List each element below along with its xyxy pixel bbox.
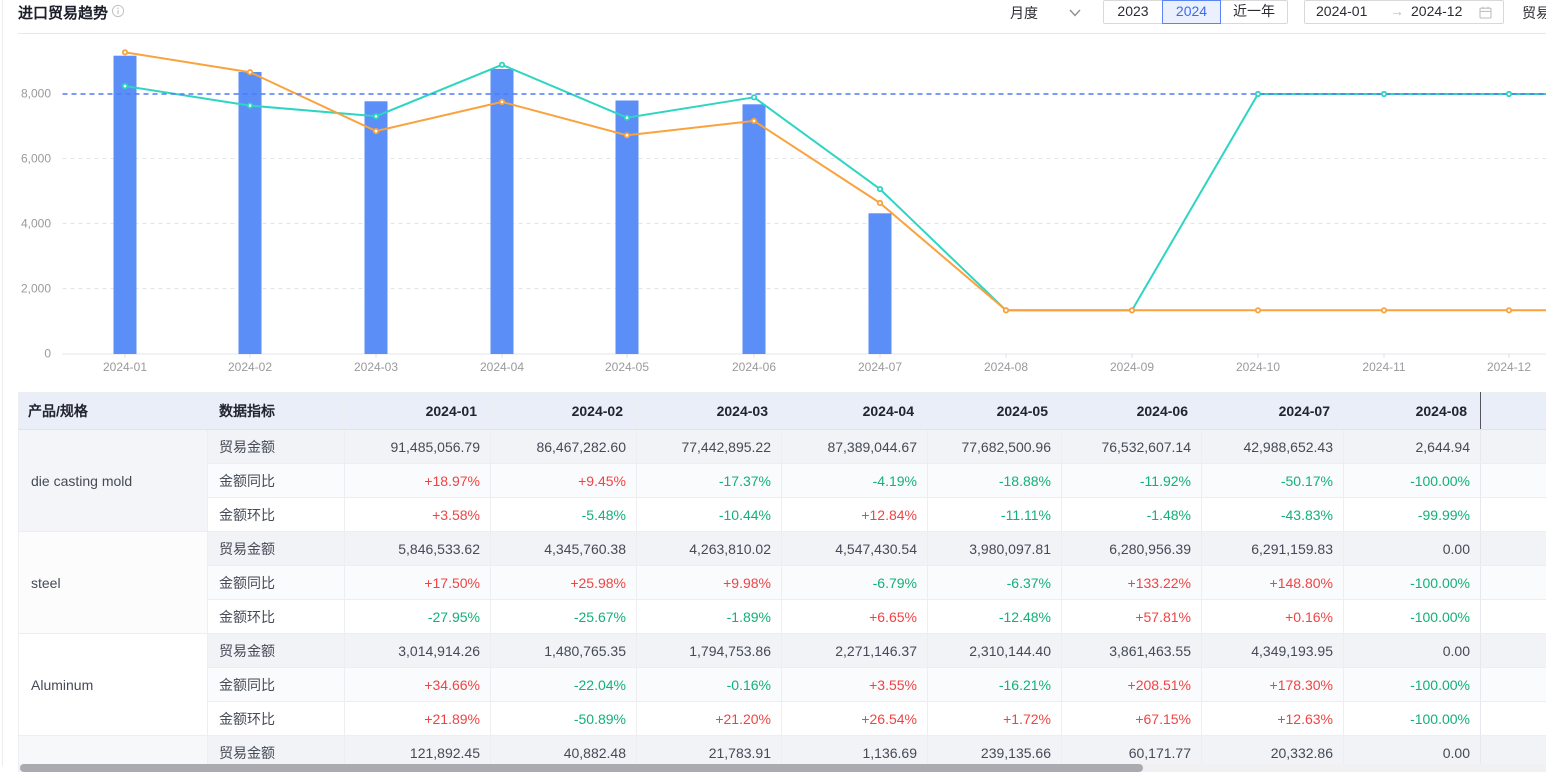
svg-text:2024-09: 2024-09 — [1110, 360, 1154, 374]
svg-text:4,000: 4,000 — [21, 217, 51, 231]
svg-text:0: 0 — [44, 347, 51, 361]
svg-text:2024-07: 2024-07 — [858, 360, 902, 374]
svg-text:2024-06: 2024-06 — [732, 360, 776, 374]
svg-text:2024-02: 2024-02 — [228, 360, 272, 374]
svg-text:8,000: 8,000 — [21, 87, 51, 101]
svg-text:2024-08: 2024-08 — [984, 360, 1028, 374]
svg-text:2024-03: 2024-03 — [354, 360, 398, 374]
svg-text:6,000: 6,000 — [21, 152, 51, 166]
svg-text:2024-11: 2024-11 — [1362, 360, 1405, 374]
svg-text:2024-12: 2024-12 — [1487, 360, 1531, 374]
svg-text:2,000: 2,000 — [21, 282, 51, 296]
svg-text:2024-05: 2024-05 — [605, 360, 649, 374]
svg-text:2024-10: 2024-10 — [1236, 360, 1280, 374]
svg-text:2024-04: 2024-04 — [480, 360, 524, 374]
svg-text:2024-01: 2024-01 — [103, 360, 147, 374]
